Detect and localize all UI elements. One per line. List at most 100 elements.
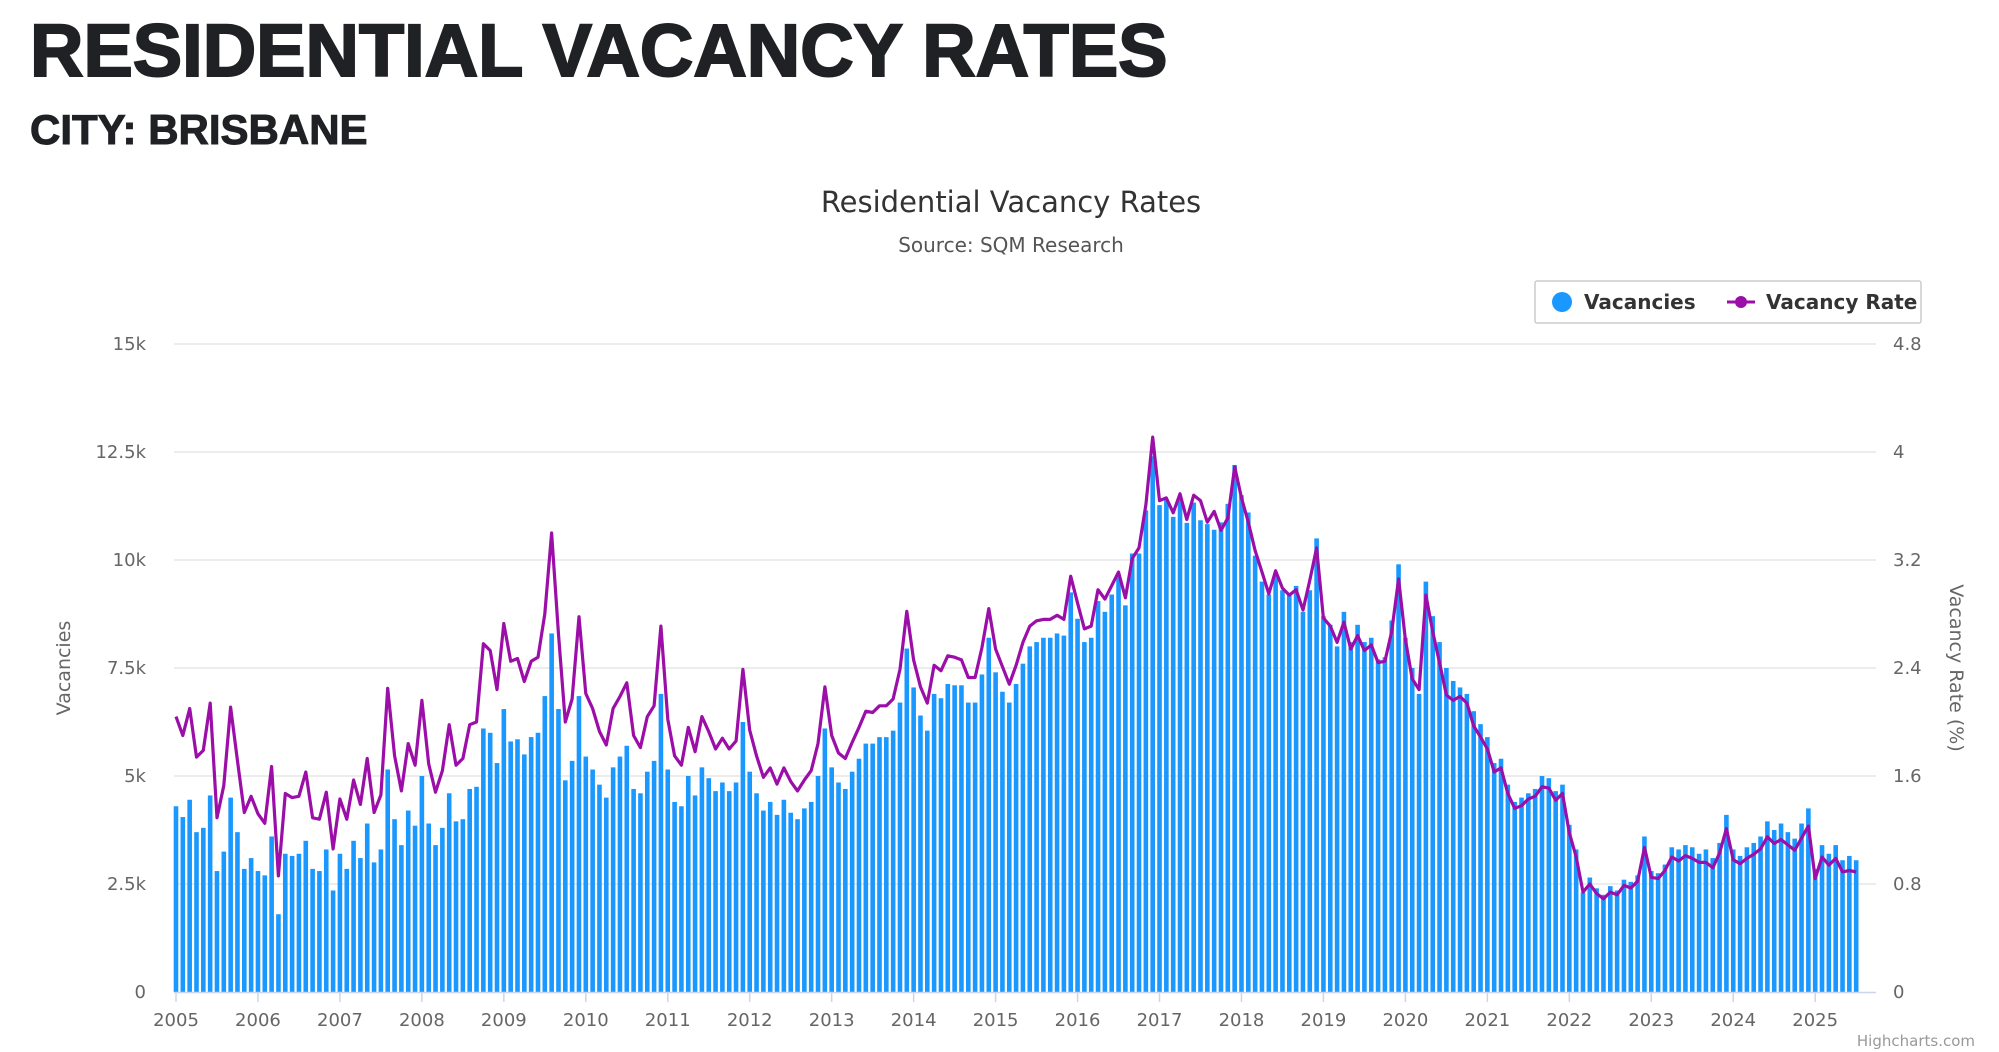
vacancies-bar [1041,637,1046,992]
vacancies-bar [631,788,636,992]
vacancies-bar [1423,581,1429,992]
vacancies-bar [1840,860,1845,992]
vacancies-bar [829,767,834,992]
vacancies-bar [1000,691,1005,992]
vacancies-bar [1129,553,1135,992]
vacancies-bar [282,853,288,992]
vacancies-bar [460,819,466,992]
vacancies-bar [1348,642,1354,992]
vacancies-bar [467,788,472,992]
vacancies-bar [515,739,520,992]
vacancies-bar [323,849,329,992]
x-tick-label: 2006 [235,1010,281,1031]
left-tick-label: 12.5k [95,442,146,463]
vacancies-bar [890,730,896,992]
vacancies-bar [1655,873,1661,992]
vacancies-bar [433,845,438,992]
vacancies-bar [931,693,937,992]
vacancies-bar [358,858,363,992]
vacancies-bar [965,702,971,992]
vacancies-bar [1020,663,1026,992]
vacancies-bar [1628,881,1634,992]
vacancies-bar [1300,611,1306,992]
vacancies-bar [938,698,944,992]
vacancies-bar [1594,888,1599,992]
vacancies-bar [945,683,951,992]
vacancies-bar [706,778,712,992]
vacancies-bar [986,637,992,992]
vacancies-bar [1450,680,1456,992]
vacancies-bar [1327,624,1333,992]
vacancies-bar [1123,605,1128,992]
vacancies-bar [446,793,452,992]
vacancies-bar [713,791,718,992]
vacancies-bar [692,795,698,992]
vacancies-bar [1717,842,1722,992]
vacancies-bar [549,633,554,992]
vacancies-bar [1225,503,1231,992]
left-tick-label: 10k [113,550,147,571]
vacancies-bar [1819,845,1825,992]
vacancies-bar [474,786,479,992]
vacancies-bar [1416,693,1422,992]
vacancies-bar [583,756,589,992]
vacancies-bar [726,791,732,992]
vacancies-bar [1642,836,1647,992]
vacancies-bar [1826,853,1832,992]
legend-item-vacancies[interactable]: Vacancies [1552,290,1696,314]
x-tick-label: 2014 [891,1010,937,1031]
vacancies-bar [310,868,315,992]
vacancies-bar [1696,853,1702,992]
vacancies-bar [1853,860,1859,992]
vacancies-bar [1778,823,1784,992]
vacancies-bar [1218,522,1224,992]
vacancies-bar [180,817,186,992]
vacancies-bar [494,763,500,992]
vacancies-bar [1362,642,1367,992]
vacancies-bar [276,914,281,992]
vacancies-bar [1662,864,1668,992]
vacancies-bar [1355,624,1360,992]
vacancies-bar [487,732,493,992]
vacancies-bar [296,853,302,992]
vacancies-bar [1430,616,1436,992]
vacancies-bar [1751,842,1757,992]
vacancies-bar [1088,637,1094,992]
highcharts-credit[interactable]: Highcharts.com [1857,1032,1975,1050]
vacancies-bar [1027,646,1033,992]
vacancies-bar [911,687,916,992]
vacancies-bar [897,702,903,992]
left-tick-label: 15k [113,334,147,355]
vacancies-bar [979,674,985,992]
left-tick-label: 2.5k [107,874,147,895]
vacancies-bar [651,760,657,992]
vacancies-bar [1034,642,1039,992]
vacancies-bar [781,799,787,992]
vacancies-bar [522,754,527,992]
legend-item-vacancy-rate[interactable]: Vacancy Rate [1727,290,1917,314]
vacancies-bar [440,827,445,992]
vacancies-bar [1164,499,1169,992]
vacancies-bar [918,715,923,992]
x-tick-label: 2013 [809,1010,855,1031]
vacancies-bar [242,868,247,992]
vacancies-bar [1505,784,1511,992]
vacancies-bar [1321,616,1326,992]
vacancies-bar [214,871,220,992]
right-tick-label: 4 [1893,442,1904,463]
x-tick-label: 2015 [973,1010,1019,1031]
vacancies-bar [235,832,240,992]
vacancies-bar [788,812,793,992]
vacancies-bar [993,672,998,992]
vacancies-bar [685,776,691,992]
left-axis-title: Vacancies [53,621,75,716]
vacancies-bar [1252,555,1258,992]
vacancies-bar [1205,524,1210,992]
vacancies-bars [173,456,1859,993]
vacancies-bar [699,767,705,992]
vacancies-bar [1116,577,1121,992]
x-tick-label: 2016 [1055,1010,1101,1031]
right-axis-title: Vacancy Rate (%) [1945,584,1967,752]
vacancies-bar [1382,657,1388,992]
